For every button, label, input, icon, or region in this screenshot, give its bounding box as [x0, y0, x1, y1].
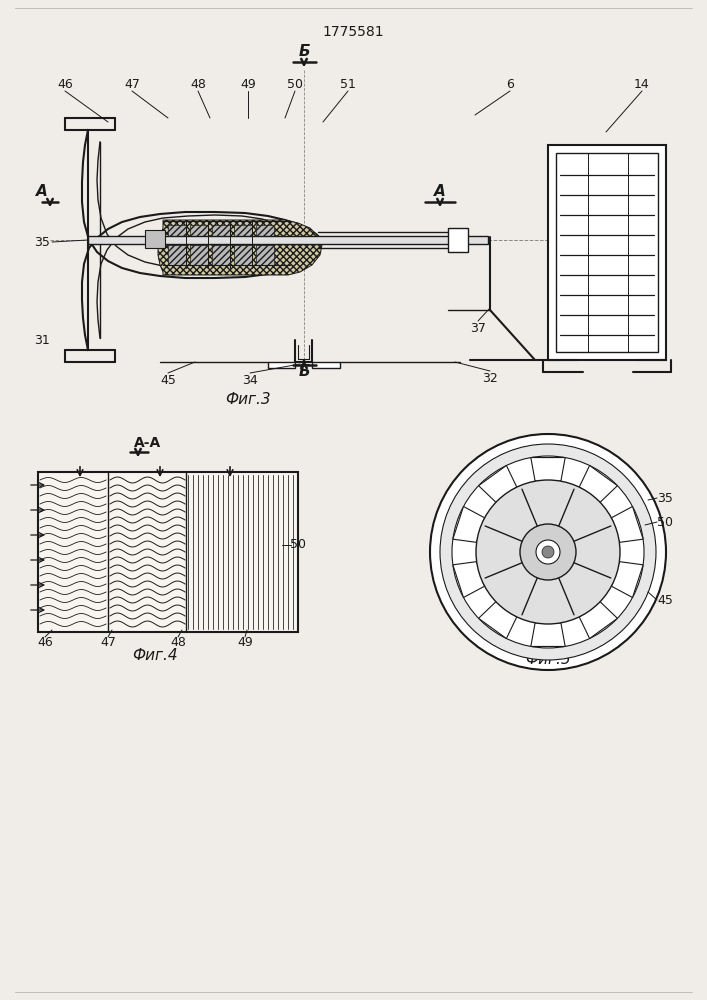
Text: Б: Б — [298, 364, 310, 379]
Circle shape — [542, 546, 554, 558]
Text: 46: 46 — [57, 78, 73, 91]
Polygon shape — [453, 562, 484, 598]
Circle shape — [536, 540, 560, 564]
Text: 45: 45 — [657, 593, 673, 606]
Text: Фиг.4: Фиг.4 — [132, 648, 178, 662]
Text: А-А: А-А — [134, 436, 162, 450]
Text: Фиг.3: Фиг.3 — [226, 392, 271, 408]
Polygon shape — [190, 225, 208, 245]
Text: 35: 35 — [34, 235, 50, 248]
Text: 49: 49 — [240, 78, 256, 91]
Text: 49: 49 — [237, 637, 253, 650]
Polygon shape — [268, 362, 295, 368]
Text: 37: 37 — [470, 322, 486, 334]
Polygon shape — [312, 362, 340, 368]
Circle shape — [440, 444, 656, 660]
Polygon shape — [168, 245, 186, 265]
Circle shape — [452, 456, 644, 648]
Polygon shape — [168, 225, 186, 245]
Text: 47: 47 — [100, 637, 116, 650]
Text: Фиг.5: Фиг.5 — [525, 652, 571, 668]
Text: 31: 31 — [34, 334, 50, 347]
Text: 35: 35 — [657, 491, 673, 504]
Text: 51: 51 — [340, 78, 356, 91]
Polygon shape — [531, 458, 565, 481]
Text: 32: 32 — [482, 371, 498, 384]
Text: 34: 34 — [242, 373, 258, 386]
Text: 47: 47 — [124, 78, 140, 91]
Circle shape — [520, 524, 576, 580]
Polygon shape — [579, 465, 617, 502]
Text: 50: 50 — [287, 78, 303, 91]
Text: A: A — [36, 184, 48, 200]
Circle shape — [430, 434, 666, 670]
Polygon shape — [38, 472, 298, 632]
Text: 50: 50 — [290, 538, 306, 552]
Text: 48: 48 — [170, 637, 186, 650]
Bar — [548, 145, 666, 360]
Polygon shape — [212, 245, 230, 265]
Polygon shape — [256, 245, 274, 265]
Polygon shape — [579, 602, 617, 639]
Polygon shape — [479, 602, 517, 639]
Text: Б-Б: Б-Б — [534, 436, 561, 450]
Polygon shape — [212, 225, 230, 245]
Polygon shape — [145, 230, 165, 248]
Bar — [556, 153, 658, 352]
Polygon shape — [612, 506, 643, 542]
Polygon shape — [234, 245, 252, 265]
Polygon shape — [448, 228, 468, 252]
Text: A: A — [434, 184, 446, 200]
Text: 50: 50 — [657, 516, 673, 528]
Text: Б: Б — [298, 44, 310, 60]
Text: 1775581: 1775581 — [322, 25, 384, 39]
Polygon shape — [453, 506, 484, 542]
Text: 48: 48 — [190, 78, 206, 91]
Text: 14: 14 — [634, 78, 650, 91]
Polygon shape — [234, 225, 252, 245]
Circle shape — [476, 480, 620, 624]
Bar — [88, 236, 488, 244]
Polygon shape — [531, 623, 565, 646]
Polygon shape — [612, 562, 643, 598]
Polygon shape — [479, 465, 517, 502]
Text: 45: 45 — [160, 373, 176, 386]
Polygon shape — [158, 220, 322, 275]
Polygon shape — [256, 225, 274, 245]
Text: 6: 6 — [506, 78, 514, 91]
Text: 46: 46 — [37, 637, 53, 650]
Polygon shape — [190, 245, 208, 265]
